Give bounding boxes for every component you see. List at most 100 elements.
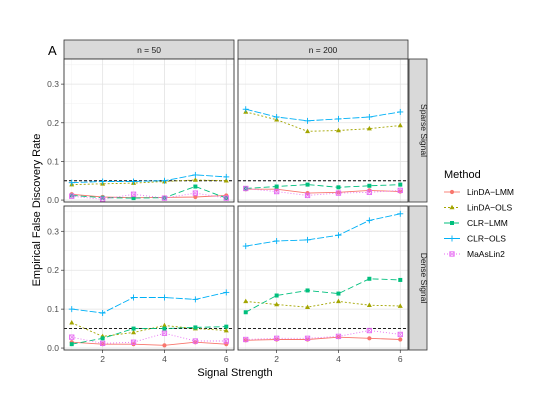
data-point-clr-ols [273, 238, 280, 245]
series-line-clr-ols [245, 108, 401, 122]
data-point-clr-ols [130, 294, 137, 301]
data-point-maaslin2 [273, 335, 280, 341]
data-point-clr-ols [335, 115, 342, 122]
panel-border [237, 58, 409, 203]
series-line-clr-lmm [71, 186, 227, 199]
data-point-maaslin2 [99, 340, 106, 347]
data-point-linda-lmm [398, 337, 403, 342]
data-point-clr-lmm [193, 184, 198, 189]
data-point-clr-ols [68, 179, 75, 186]
legend-key-marker [449, 204, 455, 210]
data-point-linda-ols [397, 122, 403, 128]
data-point-clr-ols [304, 117, 311, 124]
panel-border [63, 58, 235, 203]
series-line-maaslin2 [245, 330, 401, 340]
panel-border [237, 205, 409, 351]
panel-n-200-dense-signal: 2 4 6 [237, 205, 409, 364]
data-point-maaslin2 [335, 333, 342, 340]
data-point-clr-lmm [398, 277, 403, 282]
y-tick-label: 0.0 [47, 195, 59, 205]
legend-key-marker [449, 189, 455, 195]
series-line-clr-ols [71, 174, 227, 184]
data-point-clr-ols [366, 113, 373, 120]
legend-label: LinDA−OLS [467, 203, 512, 213]
x-tick-label: 6 [398, 354, 403, 364]
data-point-maaslin2 [192, 338, 199, 344]
series-line-linda-lmm [71, 341, 227, 346]
data-point-maaslin2 [273, 188, 280, 195]
y-tick-label: 0.2 [47, 118, 59, 128]
row-strip-label: Sparse Signal [419, 104, 429, 157]
x-tick-label: 2 [100, 354, 105, 364]
row-strip-label: Dense Signal [419, 253, 429, 304]
data-point-maaslin2 [130, 191, 137, 197]
data-point-linda-ols [335, 298, 341, 304]
x-tick-label: 6 [224, 354, 229, 364]
data-point-linda-lmm [367, 336, 372, 341]
panel-background [64, 59, 234, 202]
y-tick-label: 0.1 [47, 304, 59, 314]
legend-label: LinDA−LMM [467, 187, 514, 197]
data-point-clr-ols [68, 306, 75, 313]
series-line-clr-lmm [71, 326, 227, 345]
data-point-maaslin2 [161, 195, 168, 201]
series-line-linda-lmm [245, 188, 401, 194]
legend-key-marker [450, 221, 454, 225]
data-point-clr-ols [397, 108, 404, 115]
data-point-maaslin2 [69, 193, 75, 199]
y-tick-label: 0.3 [47, 226, 59, 236]
data-point-clr-lmm [100, 195, 105, 200]
data-point-clr-ols [99, 310, 106, 317]
data-point-maaslin2 [223, 338, 229, 344]
data-point-linda-ols [366, 125, 372, 131]
data-point-linda-ols [243, 298, 249, 304]
data-point-clr-lmm [69, 193, 74, 198]
column-strip-label: n = 50 [137, 45, 161, 55]
legend-label: CLR−OLS [467, 234, 506, 244]
data-point-maaslin2 [99, 196, 106, 202]
data-point-linda-ols [223, 178, 229, 183]
data-point-clr-ols [161, 177, 168, 184]
data-point-clr-lmm [69, 342, 74, 347]
series-line-linda-lmm [245, 336, 401, 341]
legend-title: Method [444, 169, 481, 181]
data-point-clr-lmm [398, 182, 403, 187]
data-point-clr-lmm [100, 336, 105, 341]
series-line-clr-ols [71, 291, 227, 314]
series-line-maaslin2 [245, 188, 401, 196]
data-point-clr-ols [99, 178, 106, 185]
data-point-clr-lmm [367, 183, 372, 188]
x-tick-label: 4 [336, 354, 341, 364]
legend-entry-clr-ols: CLR−OLS [444, 234, 506, 244]
y-axis-title: Empirical False Discovery Rate [31, 134, 43, 287]
data-point-linda-lmm [193, 194, 198, 200]
data-point-clr-ols [223, 173, 230, 180]
data-point-clr-lmm [336, 291, 341, 296]
data-point-maaslin2 [243, 185, 249, 192]
data-point-maaslin2 [130, 339, 137, 345]
x-tick-label: 4 [162, 354, 167, 364]
panel-n-200-sparse-signal [237, 58, 409, 203]
legend-label: MaAsLin2 [467, 249, 505, 259]
data-point-clr-lmm [243, 310, 248, 315]
y-tick-label: 0.3 [47, 79, 59, 89]
legend-label: CLR−LMM [467, 218, 508, 228]
data-point-maaslin2 [397, 187, 403, 194]
data-point-clr-ols [335, 232, 342, 239]
data-point-clr-lmm [305, 182, 310, 187]
data-point-maaslin2 [397, 331, 403, 338]
data-point-maaslin2 [243, 336, 249, 343]
series-line-maaslin2 [71, 332, 227, 344]
legend-entry-maaslin2: MaAsLin2 [444, 249, 505, 259]
data-point-linda-lmm [162, 343, 167, 348]
data-point-clr-lmm [131, 196, 136, 201]
data-point-clr-ols [242, 106, 249, 113]
data-point-clr-lmm [274, 293, 279, 298]
series-line-linda-ols [245, 111, 401, 132]
data-point-clr-ols [304, 236, 311, 243]
data-point-clr-lmm [367, 276, 372, 281]
panel-n-50-dense-signal: 0.0 0.1 0.2 0.3 2 4 6 [47, 205, 235, 364]
legend-key-marker [449, 251, 455, 257]
data-point-clr-ols [192, 296, 199, 303]
data-point-maaslin2 [304, 335, 311, 341]
